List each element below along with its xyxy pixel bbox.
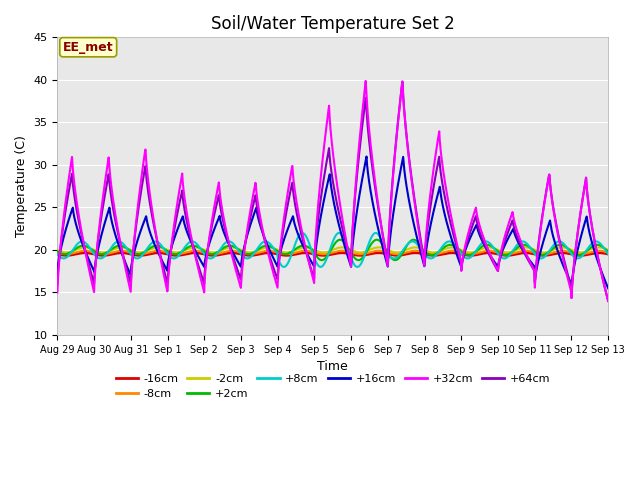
-8cm <box>589 249 596 254</box>
+64cm <box>54 281 61 287</box>
-8cm <box>54 250 61 255</box>
-8cm <box>82 248 90 253</box>
+64cm <box>488 256 495 262</box>
-8cm <box>430 252 438 257</box>
+32cm <box>82 250 90 255</box>
-2cm <box>228 244 236 250</box>
-2cm <box>322 250 330 255</box>
+16cm <box>54 268 61 274</box>
-8cm <box>488 248 495 254</box>
-16cm <box>307 251 315 256</box>
Line: +64cm: +64cm <box>58 82 608 301</box>
+16cm <box>488 254 495 260</box>
+32cm <box>589 226 596 232</box>
-16cm <box>589 251 596 256</box>
-16cm <box>228 250 236 256</box>
-8cm <box>604 250 612 255</box>
-16cm <box>322 252 330 258</box>
Line: -8cm: -8cm <box>58 251 608 254</box>
X-axis label: Time: Time <box>317 360 348 373</box>
+2cm <box>589 243 596 249</box>
-2cm <box>589 246 596 252</box>
-2cm <box>488 245 495 251</box>
+8cm <box>604 251 612 257</box>
+8cm <box>353 264 361 270</box>
-16cm <box>604 252 612 257</box>
+32cm <box>307 266 314 272</box>
-16cm <box>82 250 90 256</box>
+64cm <box>588 225 596 230</box>
+8cm <box>589 240 596 246</box>
+32cm <box>321 134 329 140</box>
+32cm <box>362 78 369 84</box>
+64cm <box>321 168 329 173</box>
+64cm <box>307 264 314 270</box>
Y-axis label: Temperature (C): Temperature (C) <box>15 135 28 237</box>
+16cm <box>588 240 596 246</box>
+16cm <box>321 191 329 197</box>
Text: EE_met: EE_met <box>63 41 113 54</box>
Line: -2cm: -2cm <box>58 247 608 252</box>
+16cm <box>604 285 612 291</box>
+2cm <box>321 255 329 261</box>
-8cm <box>322 251 330 257</box>
-16cm <box>589 251 596 256</box>
Line: +16cm: +16cm <box>58 156 608 288</box>
+64cm <box>604 298 612 304</box>
+8cm <box>54 251 61 257</box>
Legend: -16cm, -8cm, -2cm, +2cm, +8cm, +16cm, +32cm, +64cm: -16cm, -8cm, -2cm, +2cm, +8cm, +16cm, +3… <box>111 370 554 404</box>
+64cm <box>82 249 90 254</box>
+32cm <box>588 225 596 230</box>
-2cm <box>589 246 596 252</box>
+16cm <box>589 241 596 247</box>
+32cm <box>488 254 495 260</box>
-8cm <box>589 249 596 254</box>
-2cm <box>604 247 612 253</box>
-8cm <box>307 249 315 254</box>
+8cm <box>322 259 330 264</box>
-2cm <box>307 246 315 252</box>
+16cm <box>307 257 314 263</box>
-2cm <box>430 250 438 255</box>
-16cm <box>54 252 61 257</box>
Title: Soil/Water Temperature Set 2: Soil/Water Temperature Set 2 <box>211 15 454 33</box>
+2cm <box>336 237 344 242</box>
-8cm <box>228 248 236 253</box>
+2cm <box>589 243 596 249</box>
+8cm <box>307 245 315 251</box>
+2cm <box>488 243 495 249</box>
+16cm <box>82 249 90 255</box>
+8cm <box>589 240 596 246</box>
+32cm <box>604 298 612 304</box>
+2cm <box>604 249 612 254</box>
+8cm <box>82 240 90 246</box>
-16cm <box>488 250 495 256</box>
+64cm <box>589 226 596 232</box>
Line: -16cm: -16cm <box>58 253 608 255</box>
+2cm <box>307 246 314 252</box>
+2cm <box>54 248 61 254</box>
Line: +8cm: +8cm <box>58 233 608 267</box>
-2cm <box>54 247 61 253</box>
+16cm <box>363 154 371 159</box>
+32cm <box>54 289 61 295</box>
Line: +32cm: +32cm <box>58 81 608 301</box>
+2cm <box>391 257 399 263</box>
+8cm <box>298 230 306 236</box>
+64cm <box>399 79 406 84</box>
+8cm <box>488 242 495 248</box>
+2cm <box>82 243 90 249</box>
Line: +2cm: +2cm <box>58 240 608 260</box>
-2cm <box>82 244 90 250</box>
-16cm <box>430 252 438 258</box>
